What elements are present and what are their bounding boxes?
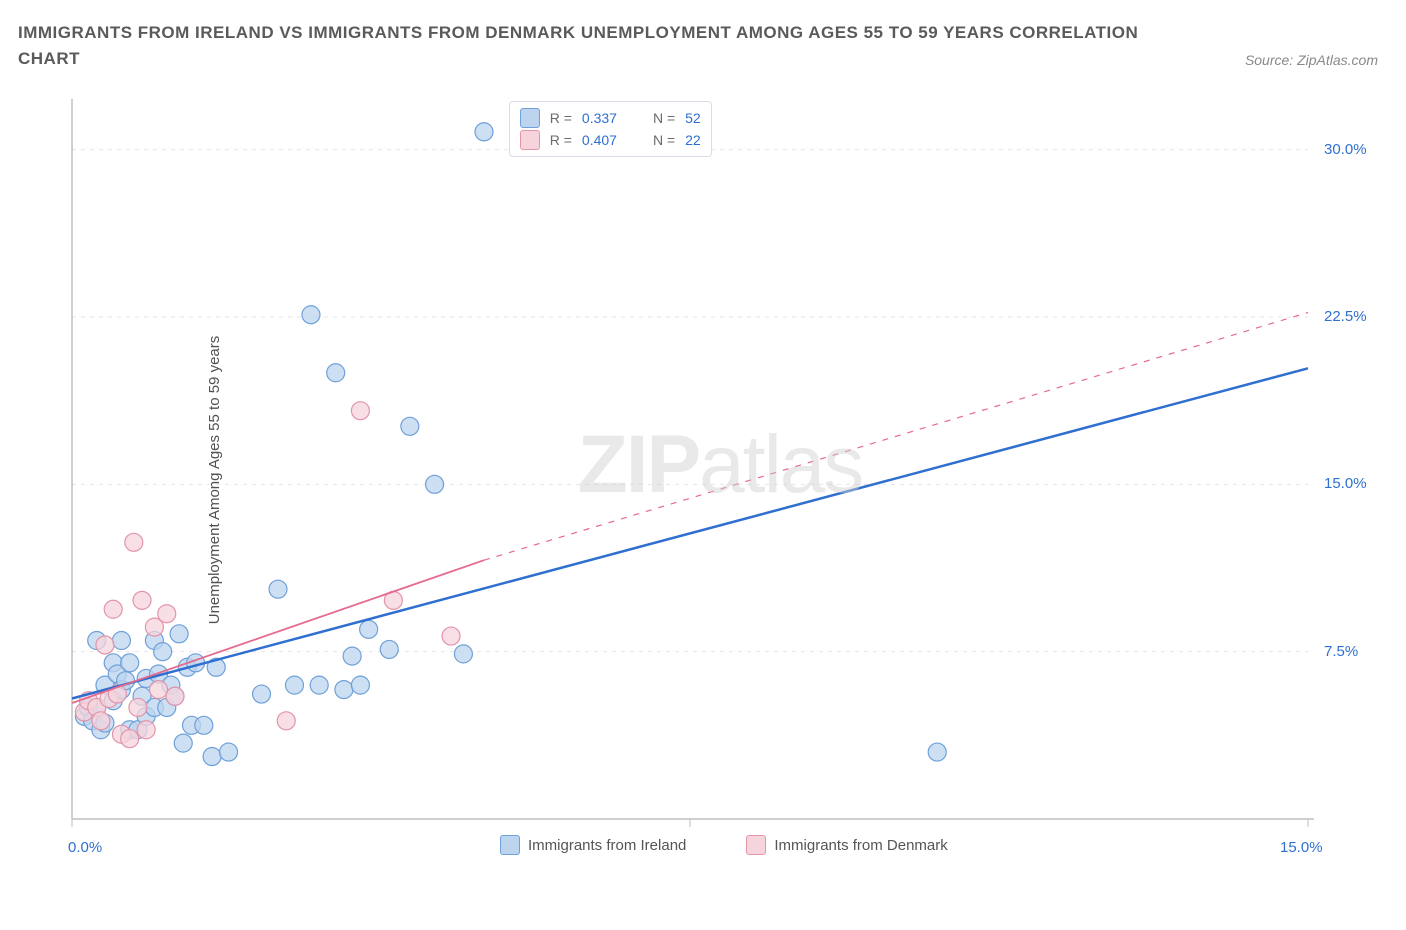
data-point — [360, 620, 378, 638]
data-point — [125, 533, 143, 551]
data-point — [285, 676, 303, 694]
stats-legend: R = 0.337 N = 52 R = 0.407 N = 22 — [509, 101, 712, 157]
scatter-chart — [60, 95, 1380, 865]
stats-legend-row: R = 0.337 N = 52 — [520, 108, 701, 128]
legend-swatch — [520, 108, 540, 128]
data-point — [269, 580, 287, 598]
series-legend-label: Immigrants from Denmark — [774, 837, 947, 854]
legend-swatch — [746, 835, 766, 855]
data-point — [454, 645, 472, 663]
n-value: 22 — [685, 132, 701, 148]
legend-swatch — [500, 835, 520, 855]
chart-area: Unemployment Among Ages 55 to 59 years Z… — [60, 95, 1380, 865]
data-point — [220, 743, 238, 761]
data-point — [380, 640, 398, 658]
data-point — [92, 712, 110, 730]
data-point — [112, 632, 130, 650]
data-point — [277, 712, 295, 730]
trendline-denmark-extrap — [484, 313, 1308, 561]
data-point — [137, 721, 155, 739]
data-point — [426, 475, 444, 493]
data-point — [351, 402, 369, 420]
y-tick-label: 22.5% — [1324, 308, 1367, 325]
data-point — [129, 698, 147, 716]
stats-legend-row: R = 0.407 N = 22 — [520, 130, 701, 150]
series-legend-item: Immigrants from Denmark — [746, 835, 947, 855]
data-point — [327, 364, 345, 382]
data-point — [351, 676, 369, 694]
data-point — [158, 605, 176, 623]
r-label: R = — [550, 110, 572, 126]
y-tick-label: 15.0% — [1324, 475, 1367, 492]
legend-swatch — [520, 130, 540, 150]
data-point — [310, 676, 328, 694]
data-point — [96, 636, 114, 654]
data-point — [150, 681, 168, 699]
x-tick-label: 0.0% — [68, 839, 102, 856]
series-legend: Immigrants from Ireland Immigrants from D… — [500, 835, 948, 855]
data-point — [442, 627, 460, 645]
data-point — [121, 654, 139, 672]
data-point — [203, 748, 221, 766]
series-legend-label: Immigrants from Ireland — [528, 837, 686, 854]
data-point — [104, 600, 122, 618]
page-title: IMMIGRANTS FROM IRELAND VS IMMIGRANTS FR… — [18, 20, 1168, 71]
y-tick-label: 30.0% — [1324, 141, 1367, 158]
data-point — [335, 681, 353, 699]
y-tick-label: 7.5% — [1324, 643, 1358, 660]
data-point — [174, 734, 192, 752]
data-point — [343, 647, 361, 665]
data-point — [302, 306, 320, 324]
n-label: N = — [653, 132, 675, 148]
x-tick-label: 15.0% — [1280, 839, 1323, 856]
r-value: 0.407 — [582, 132, 617, 148]
data-point — [121, 730, 139, 748]
data-point — [401, 417, 419, 435]
source-attribution: Source: ZipAtlas.com — [1245, 52, 1378, 68]
n-value: 52 — [685, 110, 701, 126]
series-legend-item: Immigrants from Ireland — [500, 835, 686, 855]
data-point — [170, 625, 188, 643]
data-point — [133, 591, 151, 609]
data-point — [475, 123, 493, 141]
data-point — [928, 743, 946, 761]
trendline-ireland — [72, 368, 1308, 698]
r-value: 0.337 — [582, 110, 617, 126]
data-point — [195, 716, 213, 734]
data-point — [253, 685, 271, 703]
data-point — [166, 687, 184, 705]
r-label: R = — [550, 132, 572, 148]
n-label: N = — [653, 110, 675, 126]
data-point — [154, 643, 172, 661]
